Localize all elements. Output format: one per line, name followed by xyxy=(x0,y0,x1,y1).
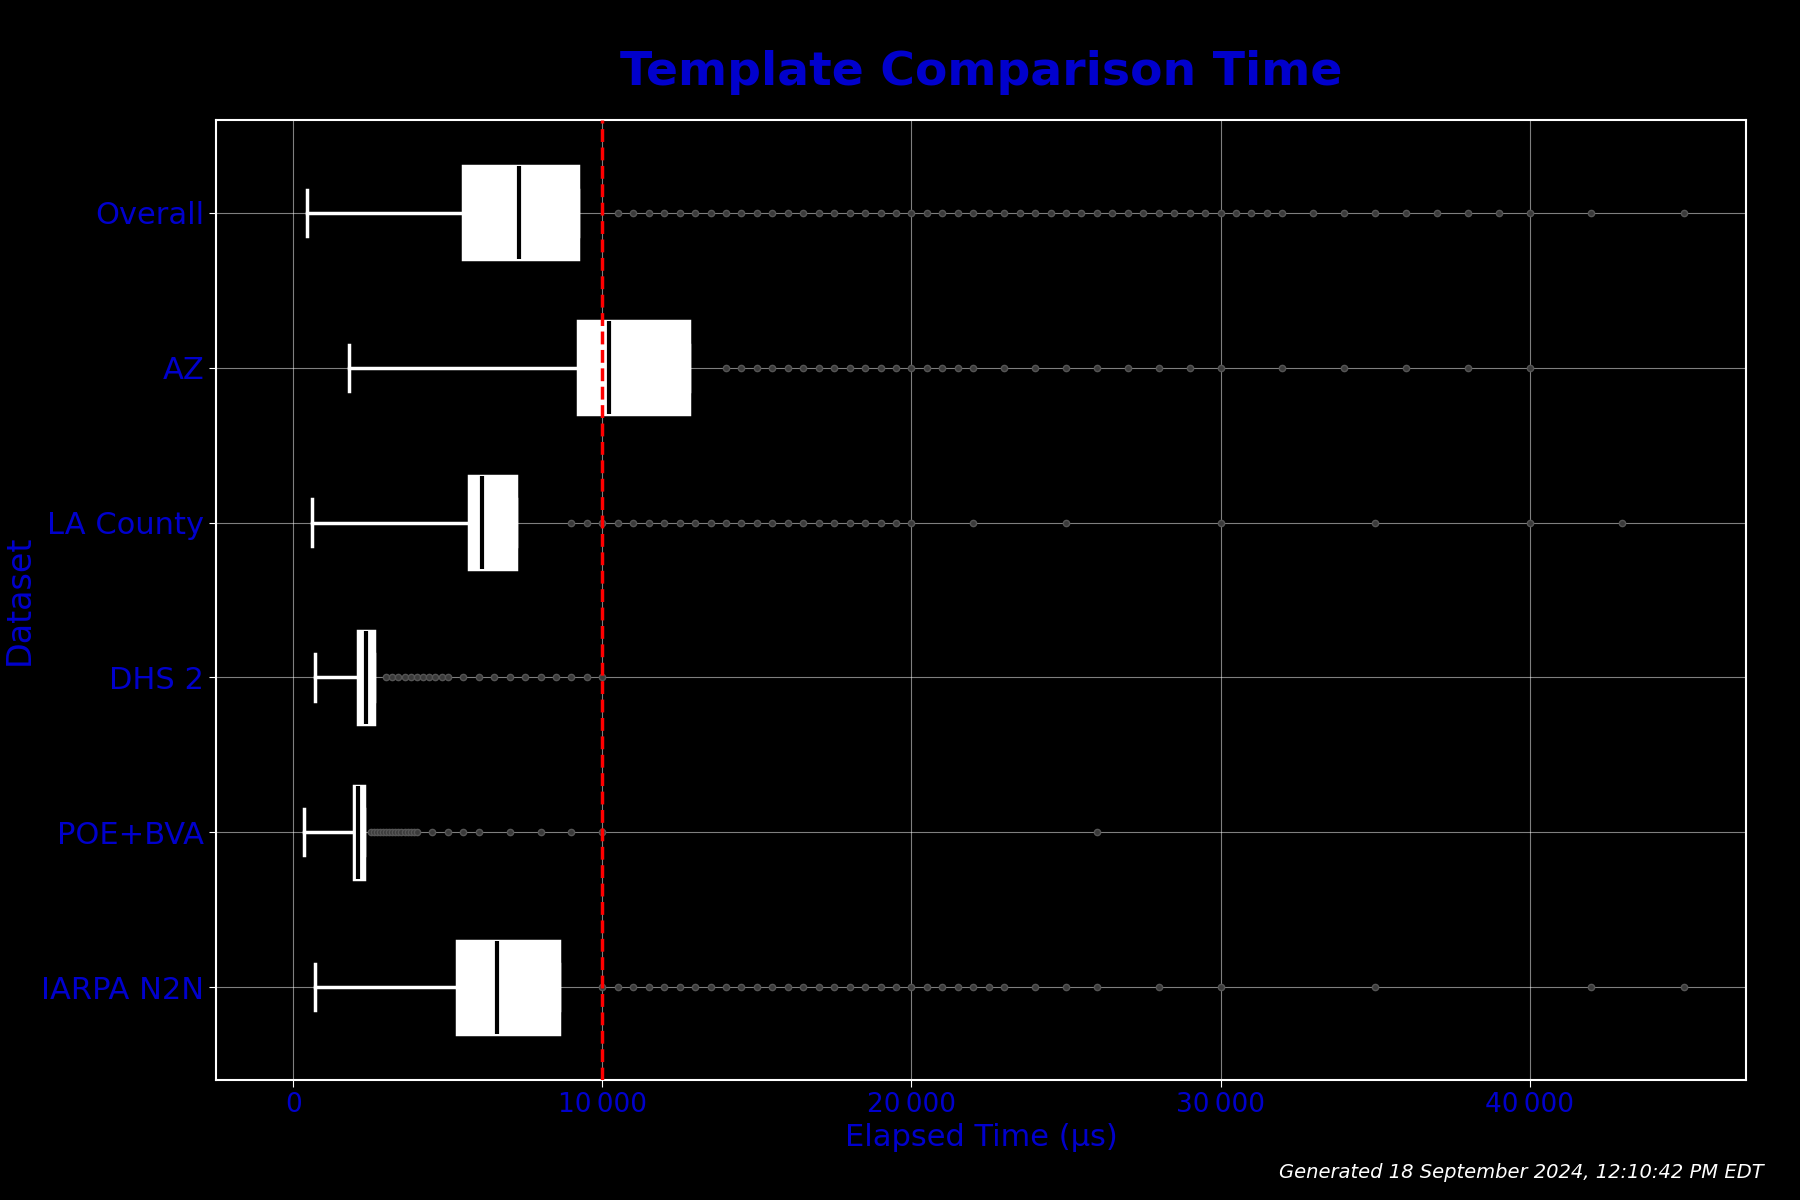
PathPatch shape xyxy=(358,631,374,724)
Text: Generated 18 September 2024, 12:10:42 PM EDT: Generated 18 September 2024, 12:10:42 PM… xyxy=(1280,1163,1764,1182)
Y-axis label: Dataset: Dataset xyxy=(2,535,36,665)
PathPatch shape xyxy=(470,476,517,569)
Title: Template Comparison Time: Template Comparison Time xyxy=(619,50,1343,95)
PathPatch shape xyxy=(463,167,578,259)
PathPatch shape xyxy=(578,322,689,414)
PathPatch shape xyxy=(353,786,364,878)
X-axis label: Elapsed Time (μs): Elapsed Time (μs) xyxy=(844,1123,1118,1152)
PathPatch shape xyxy=(457,941,560,1033)
